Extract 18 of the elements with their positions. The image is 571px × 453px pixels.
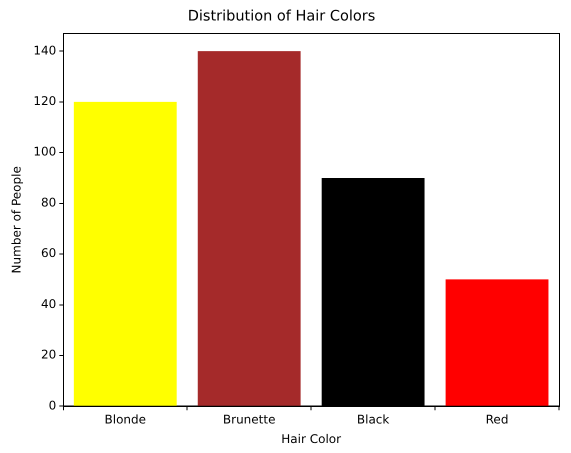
chart-title: Distribution of Hair Colors bbox=[188, 8, 376, 24]
x-tick-label: Black bbox=[356, 412, 390, 427]
x-axis-title: Hair Color bbox=[281, 432, 342, 446]
y-tick-label: 100 bbox=[33, 144, 56, 159]
bar bbox=[446, 279, 548, 406]
y-tick-label: 60 bbox=[41, 246, 56, 260]
x-tick-label: Brunette bbox=[222, 412, 276, 427]
y-tick-label: 20 bbox=[41, 348, 56, 362]
y-tick-label: 140 bbox=[33, 43, 56, 58]
y-tick-label: 40 bbox=[41, 296, 56, 311]
y-tick-label: 0 bbox=[48, 398, 56, 412]
bar bbox=[74, 102, 177, 406]
x-tick-label: Red bbox=[486, 412, 508, 427]
bar bbox=[198, 51, 301, 406]
x-tick-label: Blonde bbox=[104, 412, 146, 427]
y-axis-title: Number of People bbox=[9, 166, 24, 274]
y-tick-label: 120 bbox=[33, 94, 56, 108]
y-tick-label: 80 bbox=[41, 195, 56, 210]
